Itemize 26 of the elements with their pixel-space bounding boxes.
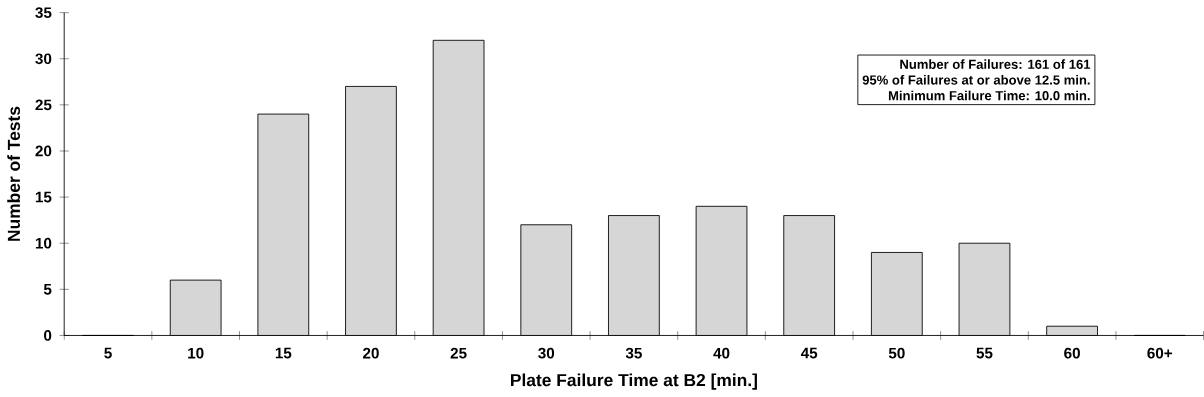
x-tick-label: 30 <box>538 347 555 359</box>
y-tick-label: 10 <box>35 237 52 249</box>
y-tick-label: 35 <box>35 7 52 19</box>
x-tick-label: 15 <box>275 347 292 359</box>
y-tick-label: 15 <box>35 191 52 203</box>
y-tick-label: 5 <box>43 284 52 295</box>
annotation: 95% of Failures at or above 12.5 min. <box>862 75 1090 85</box>
y-axis-title: Number of Tests <box>7 106 21 241</box>
x-tick-label: 50 <box>888 347 905 359</box>
x-tick-label: 25 <box>450 347 467 359</box>
annotation: Number of Failures: 161 of 161 <box>900 59 1091 69</box>
x-tick-label: 45 <box>800 347 818 359</box>
x-tick-label: 10 <box>188 347 204 359</box>
x-tick-label: 40 <box>713 347 730 359</box>
x-tick-label: 60 <box>1064 347 1080 359</box>
y-tick-label: 25 <box>35 99 52 111</box>
y-tick-label: 20 <box>35 145 52 157</box>
x-axis-title: Plate Failure Time at B2 [min.] <box>511 373 757 390</box>
y-tick-label: 0 <box>44 330 52 341</box>
x-tick-label: 60+ <box>1147 347 1173 359</box>
y-tick-label: 30 <box>35 53 52 65</box>
x-tick-label: 35 <box>625 347 642 359</box>
x-tick-label: 5 <box>104 347 112 359</box>
x-tick-label: 20 <box>363 347 379 359</box>
x-tick-label: 55 <box>976 347 993 359</box>
annotation: Minimum Failure Time: 10.0 min. <box>888 90 1090 101</box>
